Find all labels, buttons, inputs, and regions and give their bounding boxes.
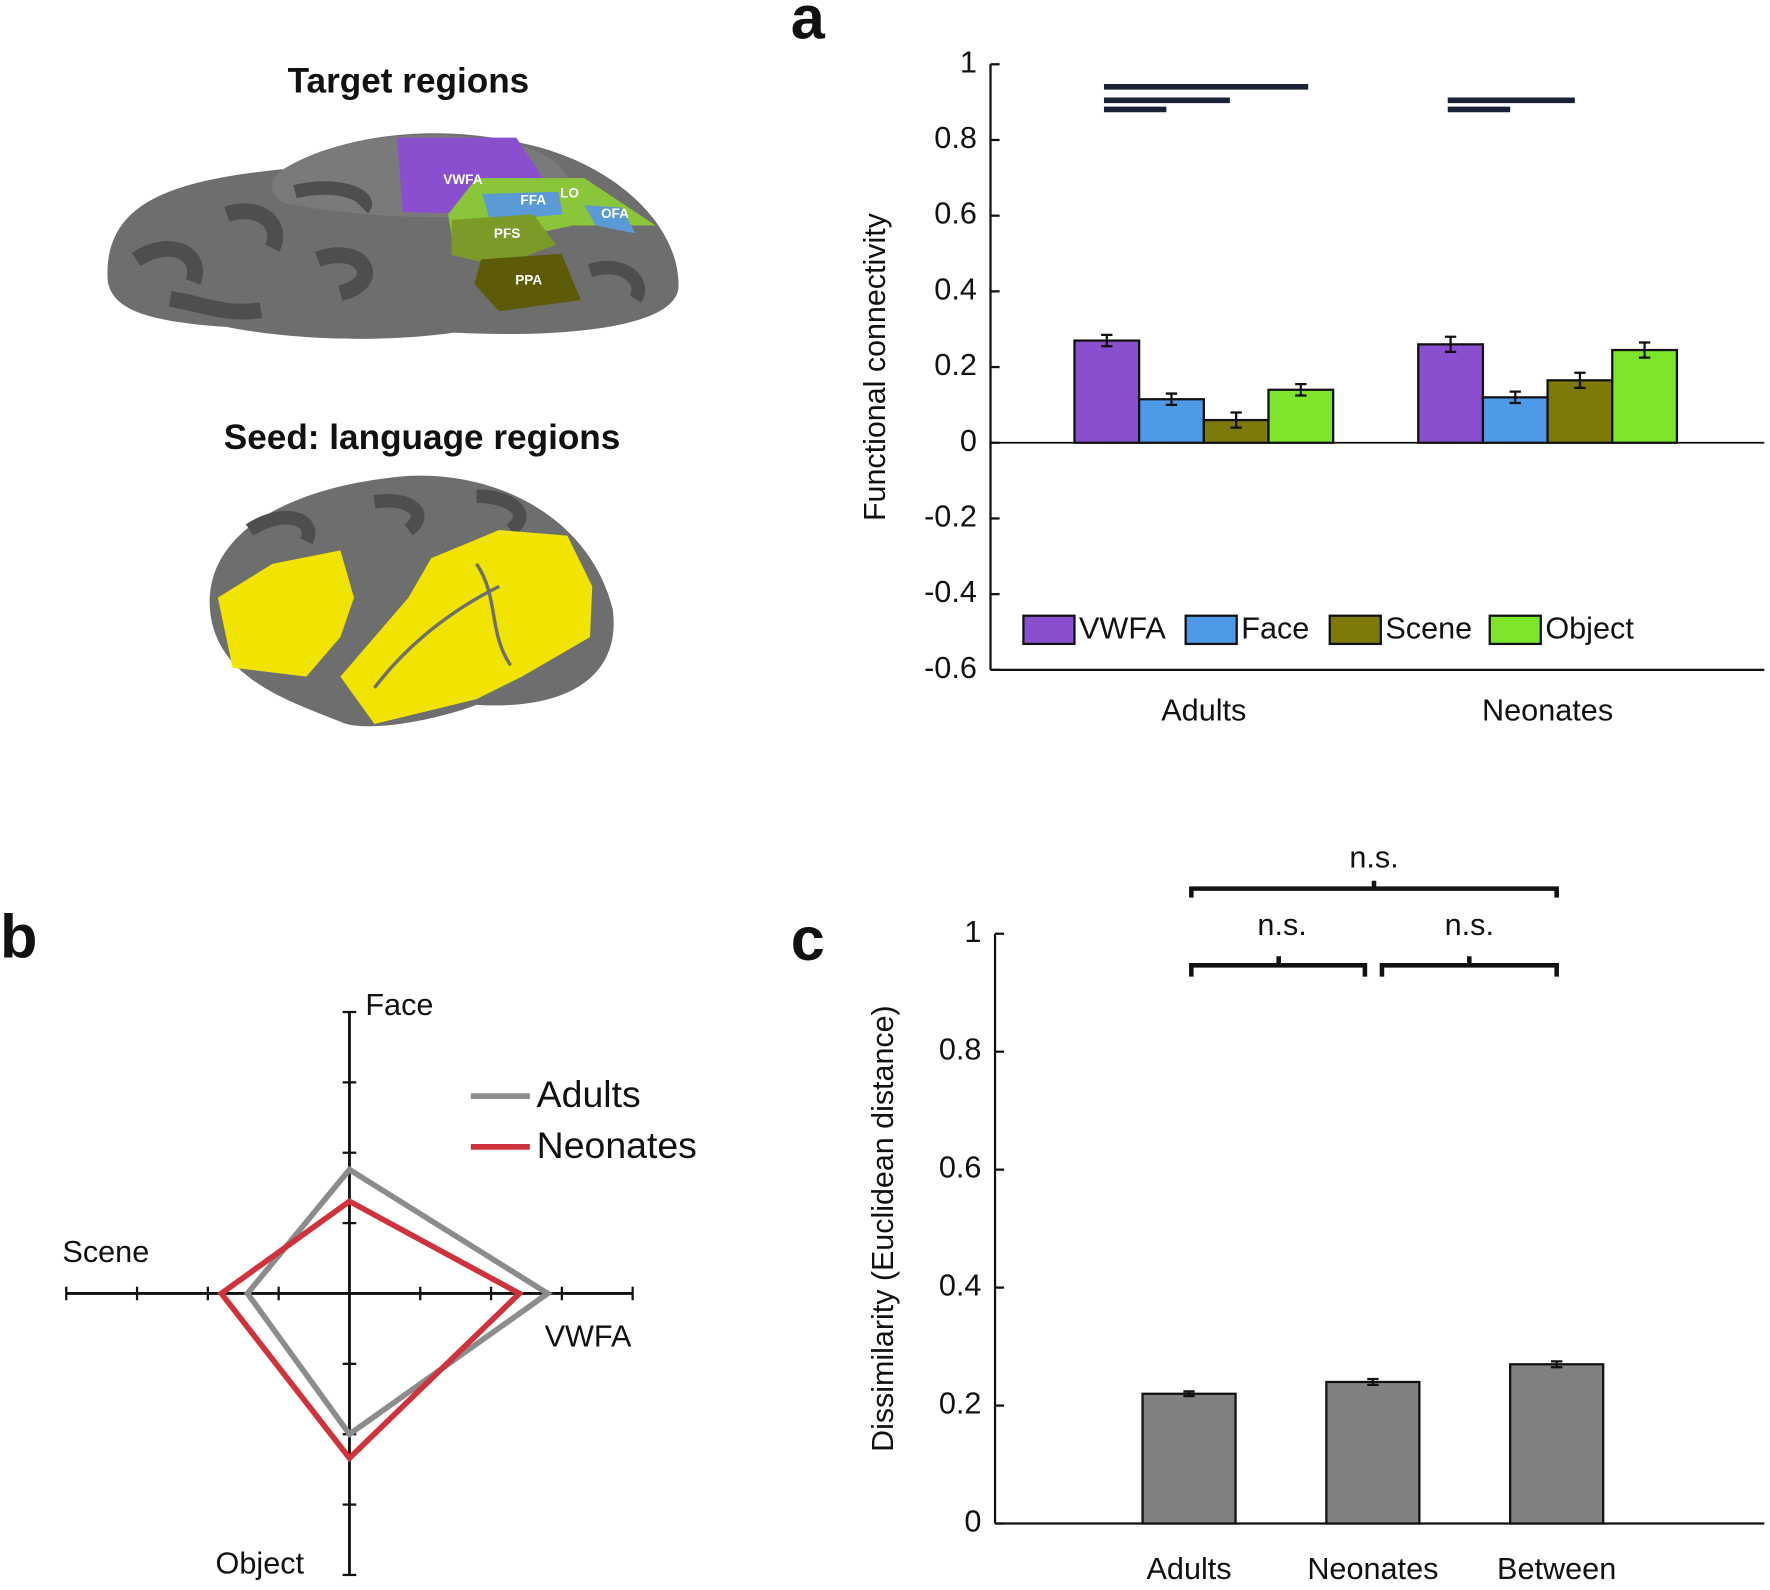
radar-series xyxy=(243,1165,553,1439)
y-tick-label: 0.4 xyxy=(934,272,977,306)
radar-axis-label: Object xyxy=(216,1546,305,1580)
x-tick-label: Neonates xyxy=(1482,694,1613,728)
error-bar xyxy=(1550,1360,1563,1369)
annotation: n.s. xyxy=(1257,908,1306,942)
legend-label: Face xyxy=(1241,612,1309,646)
y-tick-label: 0 xyxy=(964,1505,981,1539)
error-bar xyxy=(1509,390,1521,405)
region-label: VWFA xyxy=(443,172,483,187)
y-tick-label: 0.2 xyxy=(939,1387,982,1421)
panel-label: c xyxy=(791,905,825,973)
legend-swatch xyxy=(1488,614,1542,646)
bar xyxy=(1325,1380,1421,1525)
legend-label: Adults xyxy=(537,1073,641,1115)
y-tick-label: 0 xyxy=(960,424,977,458)
x-tick-label: Between xyxy=(1497,1552,1616,1586)
panel-label: a xyxy=(791,0,826,52)
radar-axis-label: Scene xyxy=(62,1235,149,1269)
radar-axis-label: VWFA xyxy=(545,1320,632,1354)
region-label: OFA xyxy=(601,206,629,221)
x-tick-label: Adults xyxy=(1147,1552,1232,1586)
region-label: PPA xyxy=(515,272,542,287)
legend-label: Object xyxy=(1545,612,1634,646)
y-tick-label: -0.4 xyxy=(924,575,977,609)
y-tick-label: 1 xyxy=(960,45,977,79)
region-label: LO xyxy=(560,186,579,201)
significance-bars xyxy=(1103,84,1575,113)
y-tick-label: 1 xyxy=(964,915,981,949)
bar xyxy=(1481,396,1549,444)
error-bar xyxy=(1183,1390,1195,1398)
bar xyxy=(1141,1392,1237,1525)
y-axis-label: Dissimilarity (Euclidean distance) xyxy=(866,1005,900,1452)
legend-label: VWFA xyxy=(1079,612,1166,646)
y-tick-label: 0.6 xyxy=(939,1151,982,1185)
y-tick-label: -0.2 xyxy=(924,500,977,534)
bar xyxy=(1509,1363,1605,1525)
legend-label: Neonates xyxy=(537,1124,697,1166)
brain-title: Target regions xyxy=(288,62,530,101)
legend-swatch xyxy=(1184,614,1238,646)
radar-axis-label: Face xyxy=(365,988,433,1022)
brain-target: VWFA FFA LO OFA PFS PPA xyxy=(107,133,679,339)
annotation: n.s. xyxy=(1445,908,1494,942)
legend-label: Scene xyxy=(1385,612,1472,646)
y-tick-label: 0.8 xyxy=(934,121,977,155)
error-bar xyxy=(1101,333,1113,348)
error-bar xyxy=(1295,382,1307,397)
y-axis-label: Functional connectivity xyxy=(858,212,892,521)
bar xyxy=(1546,379,1614,444)
error-bar xyxy=(1444,335,1457,354)
legend-swatch xyxy=(1328,614,1382,646)
bar xyxy=(1267,388,1335,444)
y-tick-label: -0.6 xyxy=(924,651,977,685)
region-label: FFA xyxy=(520,192,546,207)
panel-label: b xyxy=(0,903,37,971)
brain-seed xyxy=(209,475,614,727)
error-bar xyxy=(1638,341,1651,359)
x-tick-label: Neonates xyxy=(1307,1552,1438,1586)
legend-swatch xyxy=(1022,614,1076,646)
error-bar xyxy=(1230,411,1242,429)
error-bar xyxy=(1165,392,1178,407)
error-bar xyxy=(1367,1377,1379,1387)
bar xyxy=(1073,339,1141,444)
significance-brackets xyxy=(1189,880,1559,977)
error-bar xyxy=(1574,371,1586,390)
annotation: n.s. xyxy=(1349,840,1398,874)
bar xyxy=(1417,343,1485,444)
y-tick-label: 0.2 xyxy=(934,348,977,382)
region-label: PFS xyxy=(494,226,520,241)
y-tick-label: 0.4 xyxy=(939,1269,982,1303)
radar-series xyxy=(217,1197,525,1463)
bar xyxy=(1611,348,1679,444)
y-tick-label: 0.6 xyxy=(934,197,977,231)
x-tick-label: Adults xyxy=(1161,694,1246,728)
brain-title: Seed: language regions xyxy=(224,418,621,457)
y-tick-label: 0.8 xyxy=(939,1033,982,1067)
